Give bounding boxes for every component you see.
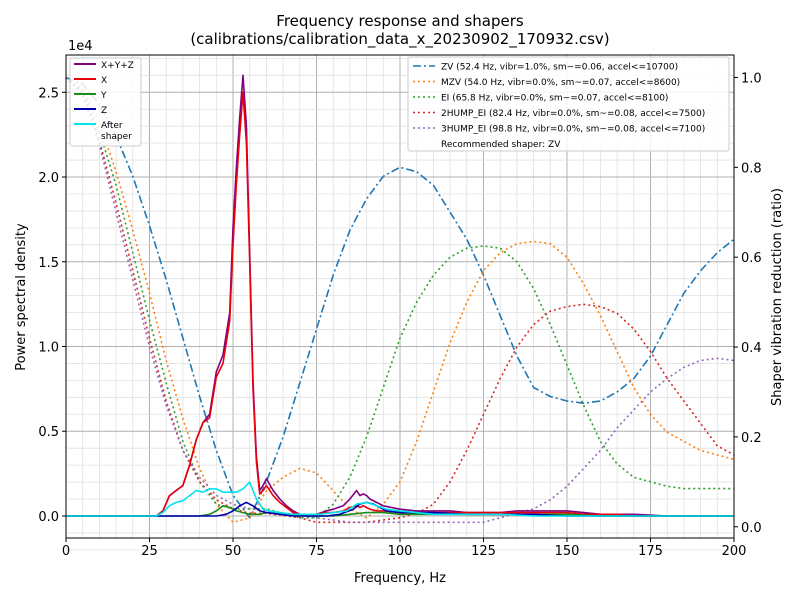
chart-subtitle: (calibrations/calibration_data_x_2023090… bbox=[190, 30, 609, 49]
y2-axis-ticks: 0.0 0.2 0.4 0.6 0.8 1.0 bbox=[734, 71, 762, 536]
y2-tick-label: 0.0 bbox=[741, 521, 762, 536]
x-axis-label: Frequency, Hz bbox=[354, 571, 446, 586]
y-tick-label: 0.0 bbox=[38, 510, 59, 525]
y-scale-label: 1e4 bbox=[68, 39, 93, 54]
y-tick-label: 1.0 bbox=[38, 340, 59, 355]
y2-tick-label: 0.6 bbox=[741, 251, 762, 266]
psd-lines bbox=[66, 74, 734, 517]
y-axis-ticks: 0.0 0.5 1.0 1.5 2.0 2.5 bbox=[38, 86, 66, 525]
y-tick-label: 2.5 bbox=[38, 86, 59, 101]
y2-tick-label: 0.8 bbox=[741, 161, 762, 176]
x-tick-label: 150 bbox=[555, 544, 580, 559]
y2-axis-label: Shaper vibration reduction (ratio) bbox=[770, 188, 785, 406]
legend-left-label-line: shaper bbox=[101, 132, 132, 142]
legend-left-label: X bbox=[101, 76, 107, 86]
legend-left-label-line: Z bbox=[101, 106, 107, 116]
legend-left-label: Y bbox=[100, 91, 107, 101]
y2-tick-label: 0.4 bbox=[741, 341, 762, 356]
y2-tick-label: 0.2 bbox=[741, 431, 762, 446]
x-tick-label: 25 bbox=[141, 544, 158, 559]
y-tick-label: 0.5 bbox=[38, 425, 59, 440]
shaper-lines bbox=[65, 76, 735, 524]
legend-right: ZV (52.4 Hz, vibr=1.0%, sm~=0.06, accel<… bbox=[407, 56, 730, 152]
legend-right-box bbox=[407, 56, 730, 152]
legend-left-label-line: Y bbox=[100, 91, 107, 101]
legend-right-label: ZV (52.4 Hz, vibr=1.0%, sm~=0.06, accel<… bbox=[441, 63, 678, 73]
y2-tick-label: 1.0 bbox=[741, 71, 762, 86]
psd-line-2 bbox=[66, 505, 734, 517]
x-tick-label: 0 bbox=[62, 544, 70, 559]
y-tick-label: 2.0 bbox=[38, 171, 59, 186]
legend-left-label: X+Y+Z bbox=[101, 61, 134, 71]
legend-left-label-line: After bbox=[101, 121, 123, 131]
x-tick-label: 75 bbox=[308, 544, 325, 559]
x-axis-ticks: 0 25 50 75 100 125 150 175 200 bbox=[62, 538, 747, 559]
recommended-shaper-text: Recommended shaper: ZV bbox=[441, 140, 561, 150]
legend-left-label-line: X bbox=[101, 76, 107, 86]
chart-title: Frequency response and shapers bbox=[276, 12, 524, 30]
legend-right-label: 3HUMP_EI (98.8 Hz, vibr=0.0%, sm~=0.08, … bbox=[441, 125, 705, 135]
legend-left-label: After shaper bbox=[101, 121, 132, 142]
y-tick-label: 1.5 bbox=[38, 256, 59, 271]
legend-right-label: 2HUMP_EI (82.4 Hz, vibr=0.0%, sm~=0.08, … bbox=[441, 109, 705, 119]
legend-left-label: Z bbox=[101, 106, 107, 116]
x-tick-label: 200 bbox=[722, 544, 747, 559]
shaper-line-1 bbox=[65, 76, 735, 524]
shaper-line-0 bbox=[65, 76, 735, 519]
psd-line-4 bbox=[66, 481, 734, 517]
x-tick-label: 175 bbox=[638, 544, 663, 559]
legend-left: X+Y+Z XYZ After shaper bbox=[69, 57, 142, 147]
x-tick-label: 50 bbox=[225, 544, 242, 559]
x-tick-label: 125 bbox=[471, 544, 496, 559]
y-axis-label: Power spectral density bbox=[14, 223, 29, 371]
shaper-line-2 bbox=[65, 76, 734, 519]
legend-right-label: EI (65.8 Hz, vibr=0.0%, sm~=0.07, accel<… bbox=[441, 94, 668, 104]
legend-right-label: MZV (54.0 Hz, vibr=0.0%, sm~=0.07, accel… bbox=[441, 78, 680, 88]
legend-left-label-line: X+Y+Z bbox=[101, 61, 134, 71]
x-tick-label: 100 bbox=[388, 544, 413, 559]
